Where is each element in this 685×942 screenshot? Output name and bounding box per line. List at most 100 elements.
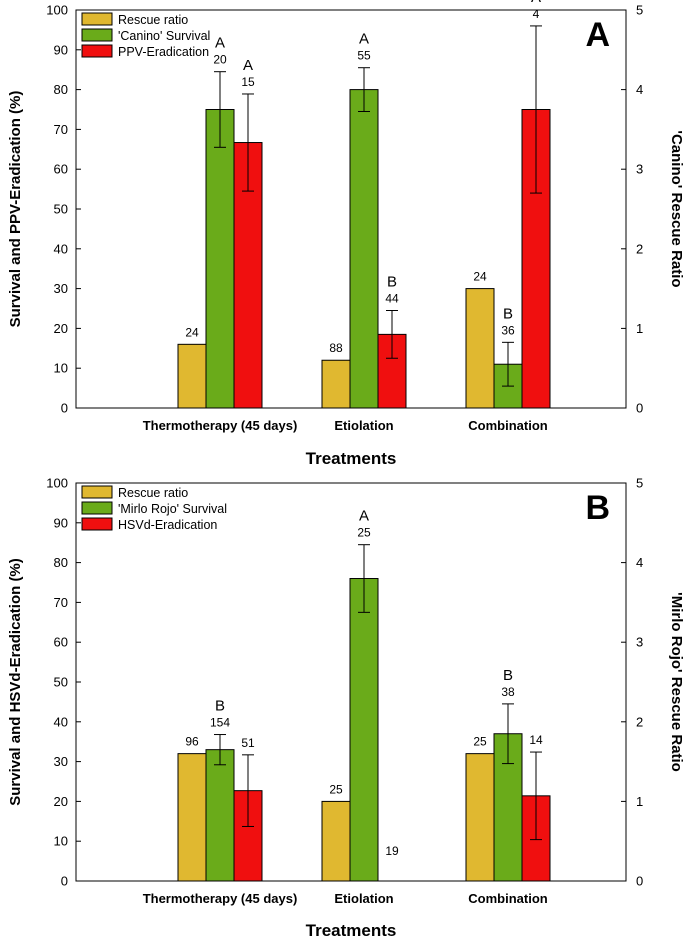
data-label: 25 — [473, 735, 487, 749]
data-label: 36 — [501, 323, 515, 337]
y-tick-label: 70 — [54, 595, 68, 610]
significance-letter: B — [503, 667, 513, 684]
bar — [205, 109, 235, 409]
y-tick-label: 50 — [54, 202, 68, 217]
legend-label: 'Mirlo Rojo' Survival — [118, 502, 227, 516]
x-axis-title: Treatments — [306, 921, 397, 940]
y-tick-label: 30 — [54, 754, 68, 769]
data-label: 24 — [473, 270, 487, 284]
legend-label: Rescue ratio — [118, 486, 188, 500]
data-label: 96 — [185, 735, 199, 749]
y-tick-label: 60 — [54, 162, 68, 177]
y-tick-label: 60 — [54, 635, 68, 650]
bar — [321, 359, 351, 409]
significance-letter: A — [359, 31, 369, 48]
legend-swatch — [81, 517, 113, 531]
category-label: Thermotherapy (45 days) — [143, 418, 298, 433]
legend-label: 'Canino' Survival — [118, 29, 210, 43]
y2-axis-title: 'Mirlo Rojo' Rescue Ratio — [668, 592, 685, 772]
category-label: Combination — [468, 418, 547, 433]
significance-letter: B — [503, 305, 513, 322]
y-tick-label: 90 — [54, 515, 68, 530]
y2-tick-label: 4 — [636, 555, 643, 570]
y-axis-title: Survival and HSVd-Eradication (%) — [7, 558, 24, 806]
y-tick-label: 10 — [54, 361, 68, 376]
y-tick-label: 30 — [54, 281, 68, 296]
legend-swatch — [81, 44, 113, 58]
bar — [465, 753, 495, 882]
legend-label: HSVd-Eradication — [118, 518, 217, 532]
legend-swatch — [81, 501, 113, 515]
data-label: 19 — [385, 844, 399, 858]
y-tick-label: 0 — [61, 401, 68, 416]
bar — [205, 749, 235, 882]
y-tick-label: 40 — [54, 714, 68, 729]
bar — [349, 578, 379, 882]
x-axis-title: Treatments — [306, 449, 397, 468]
y2-axis-title: 'Canino' Rescue Ratio — [668, 130, 685, 287]
y2-tick-label: 3 — [636, 635, 643, 650]
y-tick-label: 40 — [54, 241, 68, 256]
y-tick-label: 70 — [54, 122, 68, 137]
data-label: 14 — [529, 733, 543, 747]
category-label: Thermotherapy (45 days) — [143, 891, 298, 906]
data-label: 51 — [241, 736, 255, 750]
data-label: 88 — [329, 341, 343, 355]
legend-label: PPV-Eradication — [118, 45, 209, 59]
data-label: 25 — [357, 526, 371, 540]
data-label: 25 — [329, 782, 343, 796]
y2-tick-label: 1 — [636, 321, 643, 336]
significance-letter: B — [215, 698, 225, 715]
y-tick-label: 90 — [54, 42, 68, 57]
data-label: 4 — [533, 7, 540, 21]
data-label: 15 — [241, 75, 255, 89]
y-tick-label: 20 — [54, 794, 68, 809]
data-label: 44 — [385, 291, 399, 305]
y-tick-label: 0 — [61, 874, 68, 889]
y2-tick-label: 4 — [636, 82, 643, 97]
bar — [321, 800, 351, 882]
data-label: 38 — [501, 685, 515, 699]
y2-tick-label: 0 — [636, 874, 643, 889]
legend-label: Rescue ratio — [118, 13, 188, 27]
y-tick-label: 100 — [46, 3, 68, 18]
legend-swatch — [81, 28, 113, 42]
data-label: 24 — [185, 325, 199, 339]
significance-letter: A — [215, 35, 225, 52]
bar — [349, 89, 379, 409]
y-tick-label: 80 — [54, 82, 68, 97]
panel-letter: B — [585, 489, 610, 527]
panel-a-chart: 0 10 20 30 40 50 60 70 80 90 100 0 1 2 3 4 5 Survival and… — [7, 0, 685, 468]
y-tick-label: 100 — [46, 476, 68, 491]
y2-tick-label: 3 — [636, 162, 643, 177]
y2-tick-label: 5 — [636, 3, 643, 18]
y2-tick-label: 0 — [636, 401, 643, 416]
y-tick-label: 50 — [54, 675, 68, 690]
y2-tick-label: 2 — [636, 714, 643, 729]
y2-tick-label: 2 — [636, 241, 643, 256]
y2-tick-label: 5 — [636, 476, 643, 491]
bar — [465, 288, 495, 409]
data-label: 20 — [213, 53, 227, 67]
significance-letter: B — [387, 273, 397, 290]
data-label: 55 — [357, 49, 371, 63]
y2-tick-label: 1 — [636, 794, 643, 809]
y-axis-title: Survival and PPV-Eradication (%) — [7, 91, 24, 328]
y-tick-label: 80 — [54, 555, 68, 570]
significance-letter: A — [531, 0, 541, 6]
category-label: Etiolation — [334, 891, 393, 906]
category-label: Combination — [468, 891, 547, 906]
category-label: Etiolation — [334, 418, 393, 433]
legend-swatch — [81, 485, 113, 499]
significance-letter: A — [243, 57, 253, 74]
panel-b-chart: 0 10 20 30 40 50 60 70 80 90 100 0 1 2 3 4 5 Survival and… — [7, 476, 685, 941]
y-tick-label: 20 — [54, 321, 68, 336]
legend-swatch — [81, 12, 113, 26]
data-label: 154 — [210, 716, 230, 730]
bar — [177, 343, 207, 409]
bar — [177, 753, 207, 882]
panel-letter: A — [585, 16, 610, 54]
y-tick-label: 10 — [54, 834, 68, 849]
significance-letter: A — [359, 508, 369, 525]
